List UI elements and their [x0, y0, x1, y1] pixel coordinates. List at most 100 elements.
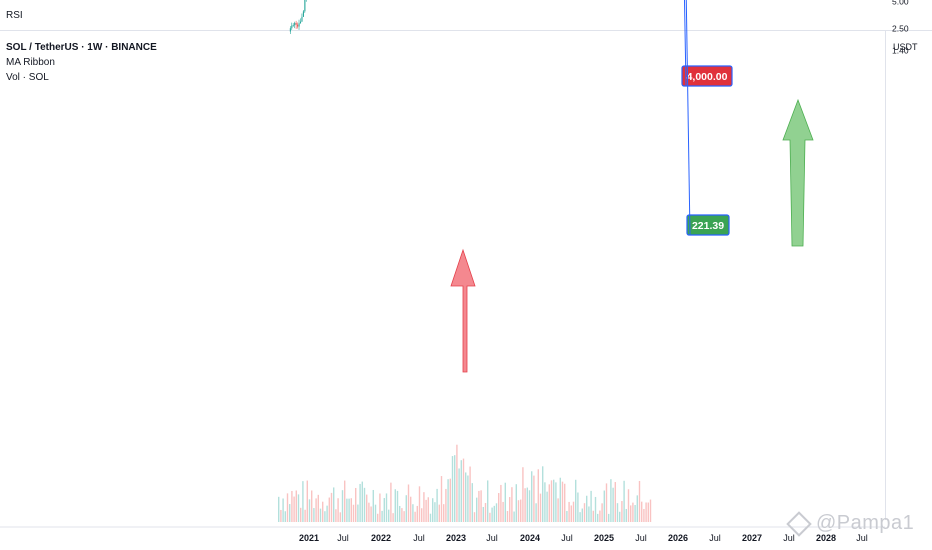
up-arrow-red	[450, 248, 476, 373]
volume-bar	[502, 501, 504, 522]
volume-bar	[641, 501, 643, 522]
volume-bar	[350, 498, 352, 522]
volume-bar	[579, 512, 581, 522]
volume-bar	[528, 490, 531, 522]
target-callout-pointer	[683, 0, 687, 87]
volume-bar	[297, 494, 300, 522]
candle-body	[295, 22, 297, 25]
currency-label[interactable]: USDT	[893, 42, 918, 52]
candle-body	[299, 21, 302, 24]
symbol-title[interactable]: SOL / TetherUS · 1W · BINANCE	[6, 42, 157, 53]
volume-bar	[572, 501, 575, 522]
volume-bar	[427, 497, 429, 522]
volume-bar	[627, 489, 630, 522]
price-axis[interactable]	[885, 31, 932, 520]
volume-bar	[495, 503, 498, 522]
volume-bar	[500, 484, 502, 522]
volume-bar	[649, 499, 652, 522]
volume-bar	[647, 502, 649, 522]
volume-bar	[341, 490, 344, 522]
volume-bar	[465, 472, 467, 522]
volume-bar	[522, 467, 524, 522]
x-tick-label: Jul	[413, 533, 425, 543]
x-tick-label: 2024	[520, 533, 540, 543]
target-callout-box	[681, 65, 733, 87]
x-tick-label: Jul	[783, 533, 795, 543]
volume-bar	[484, 502, 487, 522]
volume-bar	[638, 480, 641, 522]
volume-bar	[412, 504, 414, 522]
volume-bar	[583, 503, 586, 522]
volume-bar	[405, 495, 407, 522]
volume-bar	[328, 497, 330, 522]
volume-bar	[456, 444, 458, 522]
volume-bar	[326, 505, 328, 522]
volume-bar	[399, 505, 401, 522]
x-tick-label: Jul	[337, 533, 349, 543]
volume-bar	[361, 481, 363, 522]
volume-bar	[432, 498, 434, 522]
volume-bar	[588, 506, 590, 522]
volume-bar	[526, 487, 528, 522]
volume-bar	[559, 477, 561, 522]
volume-bar	[355, 487, 357, 522]
x-tick-label: 2023	[446, 533, 466, 543]
volume-bar	[634, 505, 636, 522]
volume-bar	[632, 502, 634, 522]
indicator-volume[interactable]: Vol · SOL	[6, 72, 49, 83]
x-tick-label: 2025	[594, 533, 614, 543]
volume-bar	[379, 493, 381, 522]
volume-bar	[561, 481, 564, 522]
volume-bar	[511, 487, 513, 522]
volume-bar	[568, 501, 570, 522]
volume-bar	[603, 490, 605, 522]
volume-bar	[434, 502, 436, 522]
volume-bar	[586, 495, 588, 522]
volume-bar	[436, 488, 438, 522]
volume-bar	[311, 490, 313, 522]
volume-bar	[608, 513, 610, 522]
y-tick-label: 1.40	[892, 46, 909, 56]
x-tick-label: 2028	[816, 533, 836, 543]
candle-body	[289, 28, 291, 32]
x-tick-label: Jul	[856, 533, 868, 543]
volume-bar	[315, 498, 317, 522]
volume-bar	[317, 494, 319, 522]
volume-bar	[473, 512, 476, 522]
volume-bar	[513, 511, 515, 522]
volume-bar	[489, 512, 491, 522]
volume-bar	[300, 507, 302, 522]
volume-bar	[440, 476, 443, 522]
resistance-callout-pointer	[685, 0, 691, 236]
volume-bar	[381, 510, 383, 522]
volume-bar	[385, 493, 388, 522]
volume-bar	[344, 480, 346, 522]
x-tick-label: 2027	[742, 533, 762, 543]
resistance-callout-box	[686, 214, 730, 236]
indicator-ma-ribbon[interactable]: MA Ribbon	[6, 57, 55, 68]
volume-bar	[544, 482, 546, 522]
volume-bar	[425, 499, 427, 522]
volume-bar	[482, 506, 484, 522]
volume-bar	[443, 504, 445, 522]
volume-bar	[388, 509, 390, 522]
volume-bar	[330, 492, 333, 522]
volume-bar	[533, 475, 535, 522]
volume-bar	[324, 511, 326, 522]
volume-bar	[630, 505, 632, 522]
volume-bar	[366, 494, 368, 522]
volume-bar	[590, 490, 592, 522]
volume-bar	[319, 508, 322, 522]
volume-bar	[454, 455, 456, 522]
up-arrow-green	[782, 98, 814, 247]
volume-bar	[416, 505, 418, 522]
volume-bar	[517, 500, 520, 522]
volume-bar	[352, 504, 355, 522]
y-tick-label: 2.50	[892, 23, 909, 33]
volume-bar	[566, 510, 568, 522]
volume-bar	[575, 479, 577, 522]
rsi-pane-label[interactable]: RSI	[6, 10, 23, 21]
volume-bar	[515, 484, 517, 522]
volume-bar	[621, 501, 623, 522]
